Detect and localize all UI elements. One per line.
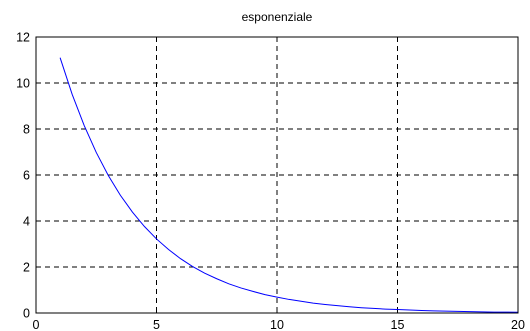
y-tick-label: 6 — [23, 169, 30, 183]
x-tick-label: 10 — [270, 318, 284, 331]
y-tick-label: 4 — [23, 215, 30, 229]
y-tick-label: 8 — [23, 123, 30, 137]
x-tick-label: 0 — [33, 318, 40, 331]
series-line — [59, 57, 519, 313]
y-tick-label: 12 — [16, 31, 30, 45]
x-tick-label: 5 — [153, 318, 160, 331]
tick-labels: 0 5 10 15 20 0 2 4 6 8 10 12 — [16, 31, 525, 331]
chart-title: esponenziale — [242, 10, 313, 24]
x-tick-label: 20 — [511, 318, 525, 331]
y-tick-label: 10 — [16, 77, 30, 91]
plot-frame — [35, 36, 519, 314]
y-tick-label: 0 — [23, 307, 30, 321]
y-tick-label: 2 — [23, 261, 30, 275]
series-layer — [59, 57, 519, 313]
grid — [36, 37, 518, 313]
x-tick-label: 15 — [391, 318, 405, 331]
